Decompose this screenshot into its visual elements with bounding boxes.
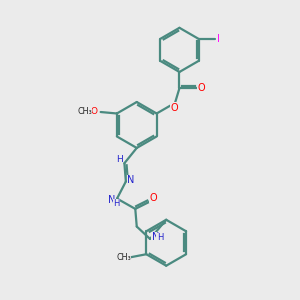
Text: H: H	[157, 233, 163, 242]
Text: O: O	[149, 193, 157, 203]
Text: I: I	[217, 34, 220, 44]
Text: O: O	[198, 83, 205, 93]
Text: CH₃: CH₃	[77, 107, 92, 116]
Text: O: O	[171, 103, 178, 113]
Text: O: O	[91, 107, 98, 116]
Text: H: H	[116, 155, 122, 164]
Text: CH₃: CH₃	[116, 253, 131, 262]
Text: N: N	[127, 175, 134, 185]
Text: H: H	[113, 200, 120, 208]
Text: N: N	[152, 232, 159, 242]
Text: N: N	[108, 195, 116, 205]
